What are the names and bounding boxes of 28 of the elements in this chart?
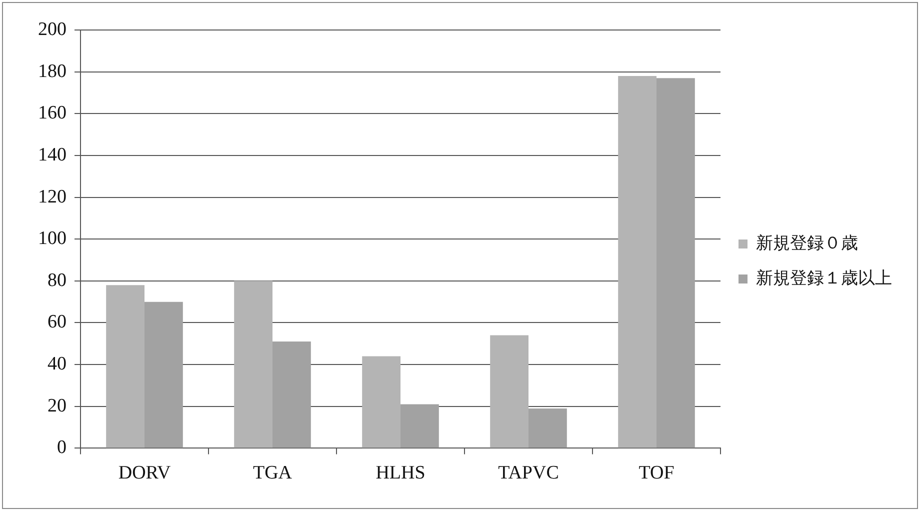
y-tick-label: 40: [48, 354, 66, 375]
y-tick-label: 120: [38, 186, 66, 208]
x-tick-label: DORV: [118, 462, 171, 484]
bar: [400, 404, 439, 448]
legend-label: 新規登録１歳以上: [756, 268, 892, 288]
bar: [106, 285, 144, 448]
bar: [362, 356, 400, 448]
bar: [272, 342, 311, 448]
legend-label: 新規登録０歳: [756, 233, 858, 254]
y-tick-label: 140: [38, 144, 66, 166]
bar: [234, 280, 272, 448]
bar: [528, 408, 567, 448]
x-tick-label: HLHS: [376, 462, 426, 484]
x-tick-label: TAPVC: [498, 462, 559, 484]
x-tick-label: TOF: [638, 462, 674, 484]
y-tick-label: 20: [48, 395, 66, 416]
y-tick-label: 180: [38, 60, 66, 82]
y-tick-label: 160: [38, 102, 66, 124]
x-tick-label: TGA: [252, 462, 292, 484]
y-tick-label: 200: [38, 18, 66, 40]
y-tick-label: 100: [38, 228, 66, 250]
y-tick-label: 0: [57, 437, 66, 458]
y-tick-label: 80: [48, 270, 66, 291]
bar: [490, 335, 528, 448]
y-tick-label: 60: [48, 312, 66, 333]
bar: [656, 78, 695, 448]
bar: [144, 302, 183, 448]
bar: [618, 76, 656, 448]
